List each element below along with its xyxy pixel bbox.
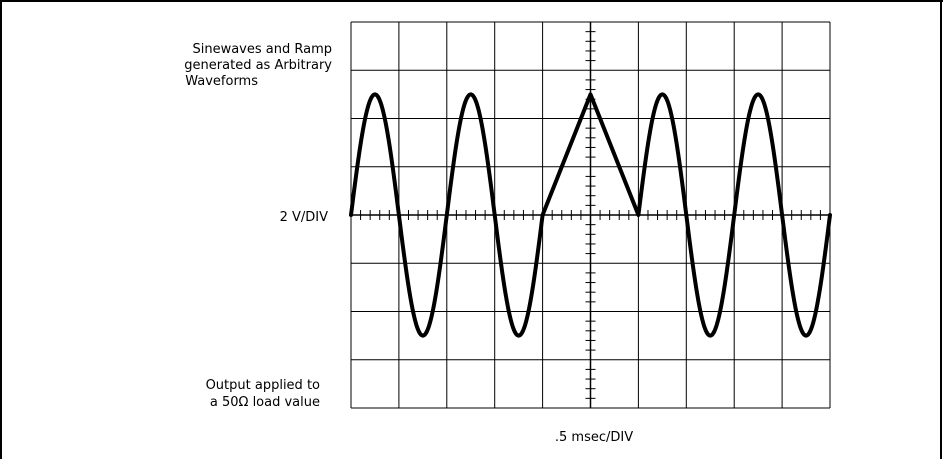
annotation-top-line-1: Sinewaves and Ramp (192, 42, 332, 57)
graticule (350, 21, 831, 409)
annotation-top-line-2: generated as Arbitrary (184, 58, 332, 73)
waveform-trace (349, 92, 832, 338)
annotation-top-line-3: Waveforms (185, 74, 258, 89)
vertical-scale-label: 2 V/DIV (280, 210, 329, 225)
waveform-trace-layer (349, 92, 832, 338)
annotation-bottom-line-2: a 50Ω load value (210, 395, 320, 410)
horizontal-scale-label: .5 msec/DIV (555, 430, 633, 445)
annotation-bottom-line-1: Output applied to (206, 378, 320, 393)
